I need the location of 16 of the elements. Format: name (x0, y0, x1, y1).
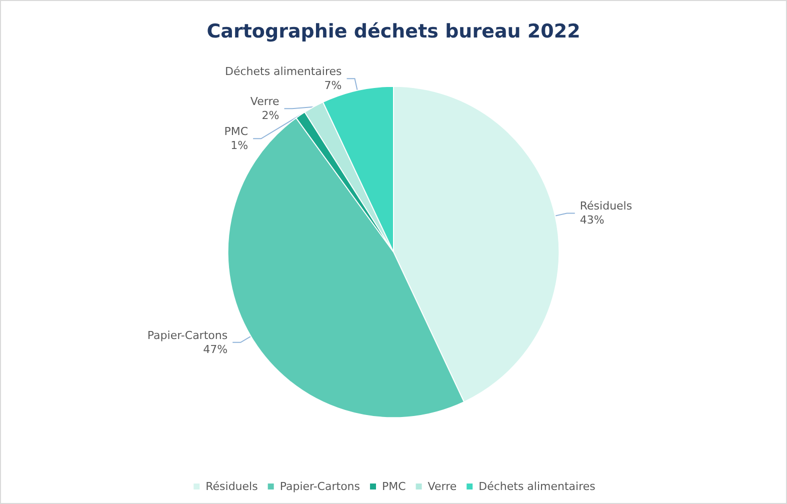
data-label: 2% (262, 109, 280, 122)
slice-label: Verre (250, 95, 280, 108)
slice-label: Résiduels (580, 200, 632, 213)
slice-label: Déchets alimentaires (224, 65, 342, 78)
data-label: 1% (230, 139, 248, 152)
legend-label: Verre (428, 480, 457, 493)
legend-label: Papier-Cartons (280, 480, 360, 493)
legend-label: Résiduels (206, 480, 258, 493)
slice-label: PMC (224, 125, 248, 138)
legend-label: PMC (382, 480, 406, 493)
legend-label: Déchets alimentaires (478, 480, 596, 493)
chart-title: Cartographie déchets bureau 2022 (206, 20, 580, 42)
data-label: 7% (324, 79, 342, 92)
data-label: 47% (203, 342, 228, 356)
slice-label: Papier-Cartons (147, 328, 228, 342)
data-label: 43% (580, 214, 604, 227)
